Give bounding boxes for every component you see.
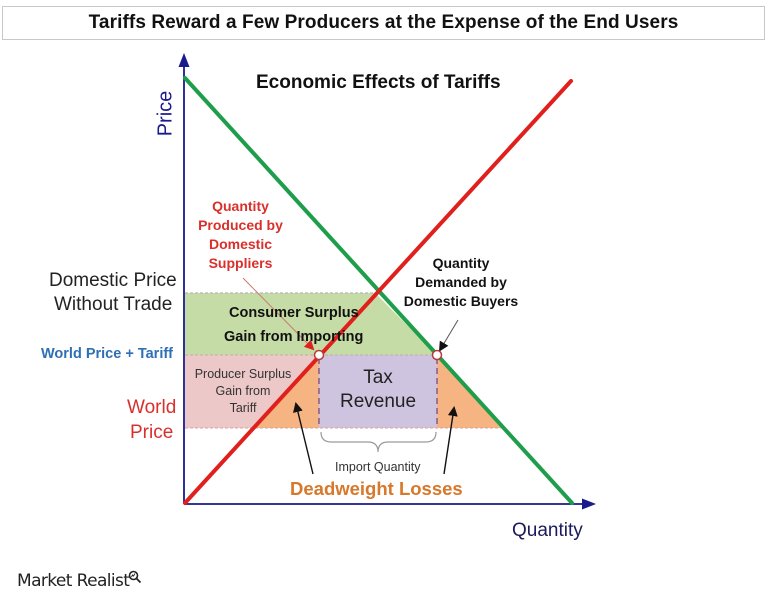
deadweight-losses-label: Deadweight Losses (290, 478, 463, 499)
qty-produced-line-4: Suppliers (208, 255, 273, 271)
qty-demanded-line-3: Domestic Buyers (403, 293, 519, 309)
x-axis-label: Quantity (512, 520, 583, 541)
header-title-box: Tariffs Reward a Few Producers at the Ex… (2, 6, 765, 40)
qty-produced-line-1: Quantity (212, 198, 269, 214)
import-quantity-label: Import Quantity (335, 460, 421, 474)
producer-surplus-line-3: Tariff (229, 401, 257, 415)
tax-revenue-line-1: Tax (363, 367, 393, 388)
deadweight-arrow-left (293, 402, 314, 475)
world-price-tariff-label: World Price + Tariff (41, 346, 174, 362)
producer-surplus-area (185, 355, 319, 428)
consumer-surplus-area (185, 293, 437, 355)
demand-tariff-point (431, 349, 443, 361)
tax-revenue-annotation: Tax Revenue (322, 366, 434, 414)
supply-curve (183, 79, 573, 505)
magnifier-icon (128, 570, 142, 584)
consumer-surplus-label-1: Consumer Surplus (229, 305, 359, 321)
y-axis-arrow-icon (178, 53, 190, 67)
tax-revenue-area (319, 355, 437, 428)
import-quantity-brace (320, 431, 437, 453)
x-axis-arrow-icon (582, 498, 596, 510)
producer-surplus-annotation: Producer Surplus Gain from Tariff (188, 366, 298, 417)
world-price-label-1: World (127, 397, 177, 418)
world-price-label-2: Price (130, 422, 174, 443)
producer-surplus-line-2: Gain from (215, 384, 271, 398)
deadweight-arrow-right (443, 406, 458, 475)
qty-produced-pointer (242, 277, 315, 351)
diagram-title: Economic Effects of Tariffs (256, 72, 501, 93)
producer-surplus-line-1: Producer Surplus (194, 367, 292, 381)
consumer-surplus-label-2: Gain from Importing (224, 329, 364, 345)
tax-revenue-line-2: Revenue (339, 391, 417, 412)
qty-produced-annotation: Quantity Produced by Domestic Suppliers (188, 197, 293, 273)
qty-produced-line-3: Domestic (208, 236, 273, 252)
qty-produced-line-2: Produced by (198, 217, 283, 233)
brand-logo-text: Market Realist (17, 571, 130, 591)
page-title: Tariffs Reward a Few Producers at the Ex… (88, 12, 679, 33)
domestic-price-label-2: Without Trade (54, 294, 173, 315)
qty-demanded-annotation: Quantity Demanded by Domestic Buyers (396, 254, 526, 311)
y-axis-label: Price (154, 90, 177, 137)
qty-demanded-line-1: Quantity (432, 255, 490, 271)
qty-demanded-line-2: Demanded by (415, 274, 507, 290)
supply-tariff-point (313, 349, 325, 361)
qty-demanded-pointer (438, 319, 459, 352)
domestic-price-label-1: Domestic Price (49, 270, 177, 291)
